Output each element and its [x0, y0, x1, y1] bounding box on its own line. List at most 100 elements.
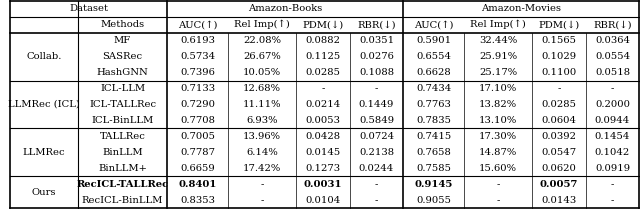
Text: 0.9055: 0.9055 [416, 196, 451, 205]
Text: 0.1449: 0.1449 [359, 100, 394, 109]
Text: -: - [611, 196, 614, 205]
Text: 0.0285: 0.0285 [541, 100, 577, 109]
Text: 0.7835: 0.7835 [416, 116, 451, 125]
Text: SASRec: SASRec [102, 52, 143, 61]
Text: Amazon-Movies: Amazon-Movies [481, 4, 561, 13]
Text: 0.8353: 0.8353 [180, 196, 215, 205]
Text: 0.0057: 0.0057 [540, 180, 578, 189]
Text: -: - [611, 180, 614, 189]
Text: 0.7133: 0.7133 [180, 84, 215, 93]
Text: RecICL-BinLLM: RecICL-BinLLM [82, 196, 163, 205]
Text: 0.0944: 0.0944 [595, 116, 630, 125]
Text: 0.0104: 0.0104 [305, 196, 340, 205]
Text: 10.05%: 10.05% [243, 68, 281, 77]
Text: -: - [497, 180, 500, 189]
Text: 26.67%: 26.67% [243, 52, 281, 61]
Text: 0.0214: 0.0214 [305, 100, 340, 109]
Text: 0.0276: 0.0276 [359, 52, 394, 61]
Text: 0.0364: 0.0364 [595, 36, 630, 45]
Text: LLMRec (ICL): LLMRec (ICL) [8, 100, 80, 109]
Text: 0.0143: 0.0143 [541, 196, 577, 205]
Text: RecICL-TALLRec: RecICL-TALLRec [76, 180, 168, 189]
Text: -: - [375, 84, 378, 93]
Text: 22.08%: 22.08% [243, 36, 281, 45]
Text: 0.1454: 0.1454 [595, 132, 630, 141]
Text: -: - [611, 84, 614, 93]
Text: 0.2138: 0.2138 [359, 148, 394, 157]
Text: 17.30%: 17.30% [479, 132, 517, 141]
Text: 17.42%: 17.42% [243, 164, 281, 173]
Text: 0.0547: 0.0547 [541, 148, 577, 157]
Text: 0.8401: 0.8401 [179, 180, 217, 189]
Text: 32.44%: 32.44% [479, 36, 517, 45]
Text: 0.0244: 0.0244 [359, 164, 394, 173]
Text: 0.9145: 0.9145 [415, 180, 453, 189]
Text: -: - [375, 180, 378, 189]
Text: Amazon-Books: Amazon-Books [248, 4, 323, 13]
Text: Methods: Methods [100, 20, 145, 29]
Text: 15.60%: 15.60% [479, 164, 517, 173]
Text: 0.6659: 0.6659 [180, 164, 215, 173]
Text: 0.0392: 0.0392 [541, 132, 577, 141]
Text: 11.11%: 11.11% [243, 100, 281, 109]
Text: 0.1273: 0.1273 [305, 164, 340, 173]
Text: 0.1565: 0.1565 [541, 36, 577, 45]
Text: 0.0428: 0.0428 [305, 132, 340, 141]
Text: ICL-TALLRec: ICL-TALLRec [89, 100, 156, 109]
Text: -: - [260, 196, 264, 205]
Text: 0.7290: 0.7290 [180, 100, 215, 109]
Text: 0.7005: 0.7005 [180, 132, 215, 141]
Text: Rel Imp(↑): Rel Imp(↑) [470, 20, 526, 29]
Text: Collab.: Collab. [26, 52, 61, 61]
Text: 0.1125: 0.1125 [305, 52, 340, 61]
Text: 0.2000: 0.2000 [595, 100, 630, 109]
Text: 6.93%: 6.93% [246, 116, 278, 125]
Text: 0.7415: 0.7415 [416, 132, 451, 141]
Text: -: - [260, 180, 264, 189]
Text: 0.1029: 0.1029 [541, 52, 577, 61]
Text: 0.1100: 0.1100 [541, 68, 577, 77]
Text: 0.7708: 0.7708 [180, 116, 215, 125]
Text: 0.0724: 0.0724 [359, 132, 394, 141]
Text: AUC(↑): AUC(↑) [178, 20, 218, 29]
Text: RBR(↓): RBR(↓) [357, 20, 396, 29]
Text: 25.17%: 25.17% [479, 68, 517, 77]
Text: AUC(↑): AUC(↑) [414, 20, 453, 29]
Text: 0.6554: 0.6554 [416, 52, 451, 61]
Text: HashGNN: HashGNN [97, 68, 148, 77]
Text: ICL-LLM: ICL-LLM [100, 84, 145, 93]
Text: 0.0919: 0.0919 [595, 164, 630, 173]
Text: 0.7763: 0.7763 [416, 100, 451, 109]
Text: 0.5734: 0.5734 [180, 52, 215, 61]
Text: 0.5849: 0.5849 [359, 116, 394, 125]
Text: 0.6193: 0.6193 [180, 36, 215, 45]
Text: Dataset: Dataset [69, 4, 108, 13]
Text: -: - [557, 84, 561, 93]
Text: 0.5901: 0.5901 [416, 36, 451, 45]
Text: 0.0285: 0.0285 [305, 68, 340, 77]
Text: 13.96%: 13.96% [243, 132, 281, 141]
Text: 0.0053: 0.0053 [305, 116, 340, 125]
Text: 0.0604: 0.0604 [541, 116, 577, 125]
Text: 12.68%: 12.68% [243, 84, 281, 93]
Text: 0.7396: 0.7396 [180, 68, 215, 77]
Text: -: - [497, 196, 500, 205]
Text: 0.0620: 0.0620 [541, 164, 576, 173]
Text: 0.0518: 0.0518 [595, 68, 630, 77]
Text: 13.10%: 13.10% [479, 116, 517, 125]
Text: 0.7434: 0.7434 [416, 84, 451, 93]
Text: 0.1088: 0.1088 [359, 68, 394, 77]
Text: TALLRec: TALLRec [100, 132, 145, 141]
Text: Ours: Ours [31, 188, 56, 197]
Text: ICL-BinLLM: ICL-BinLLM [92, 116, 154, 125]
Text: BinLLM+: BinLLM+ [98, 164, 147, 173]
Text: 0.0882: 0.0882 [305, 36, 340, 45]
Text: 0.0351: 0.0351 [359, 36, 394, 45]
Text: 0.1042: 0.1042 [595, 148, 630, 157]
Text: Rel Imp(↑): Rel Imp(↑) [234, 20, 290, 29]
Text: 0.0145: 0.0145 [305, 148, 340, 157]
Text: PDM(↓): PDM(↓) [538, 20, 579, 29]
Text: 0.0554: 0.0554 [595, 52, 630, 61]
Text: 0.0031: 0.0031 [303, 180, 342, 189]
Text: PDM(↓): PDM(↓) [302, 20, 344, 29]
